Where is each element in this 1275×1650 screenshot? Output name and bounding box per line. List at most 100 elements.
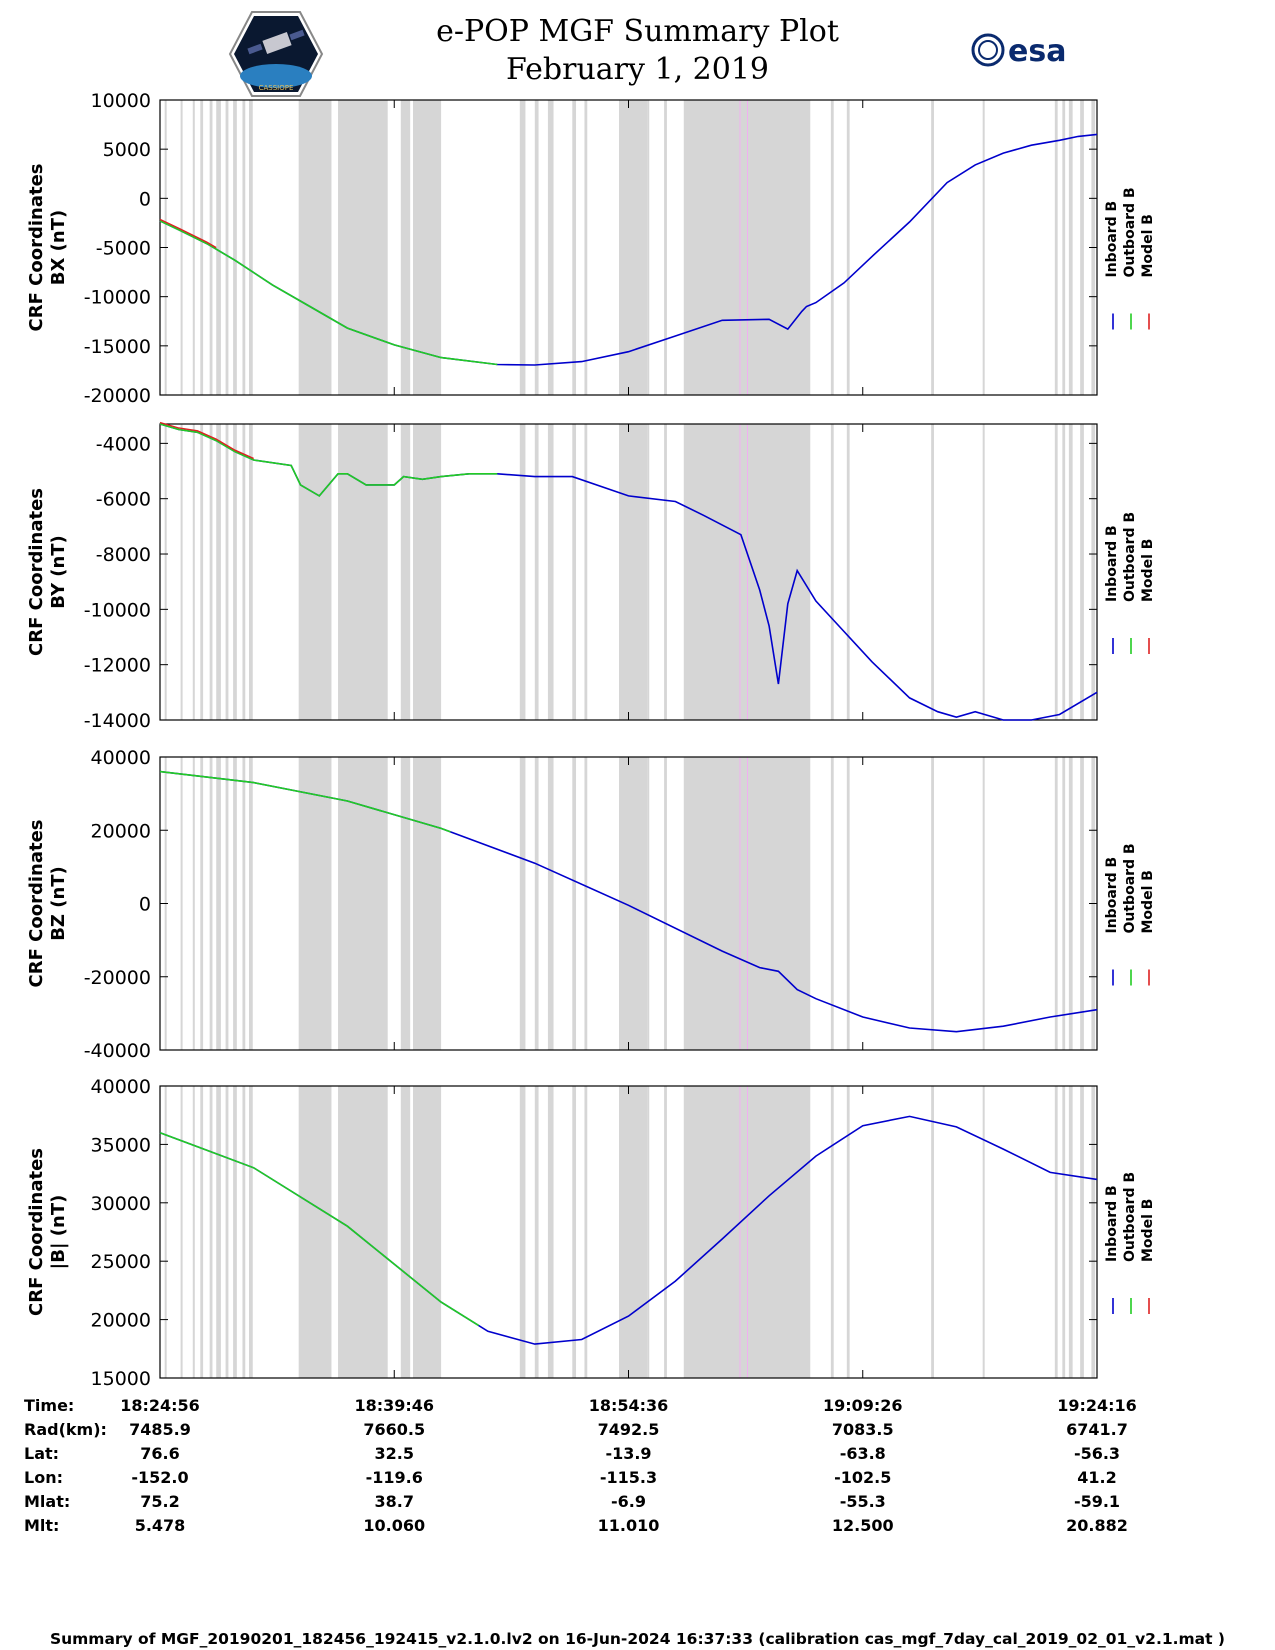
data-gap-band: [740, 757, 811, 1050]
legend-model-label: Model B: [1140, 1199, 1156, 1262]
footer-caption: Summary of MGF_20190201_182456_192415_v2…: [49, 1630, 1226, 1648]
data-gap-band: [547, 100, 554, 395]
data-gap-band: [233, 757, 237, 1050]
y-tick-label: -10000: [84, 287, 151, 309]
data-gap-band: [519, 424, 526, 720]
data-gap-band: [683, 424, 741, 720]
data-gap-band: [664, 424, 667, 720]
data-gap-band: [664, 757, 667, 1050]
data-gap-band: [740, 100, 811, 395]
data-gap-band: [1091, 1086, 1096, 1378]
data-gap-band: [519, 1086, 526, 1378]
data-gap-band: [846, 1086, 850, 1378]
data-gap-band: [846, 100, 850, 395]
panel-3: 40000 20000 0 -20000 -40000 CRF CoordinatesBZ…: [26, 747, 1156, 1062]
data-gap-band: [547, 424, 554, 720]
data-gap-band: [180, 424, 183, 720]
y-tick-label: -8000: [96, 544, 151, 566]
data-gap-band: [1062, 1086, 1066, 1378]
legend-inboard-label: Inboard B: [1104, 1185, 1120, 1262]
data-gap-band: [192, 100, 195, 395]
data-gap-band: [249, 100, 253, 395]
series-model-b: [159, 421, 254, 460]
data-gap-band: [534, 757, 539, 1050]
data-gap-band: [225, 100, 229, 395]
info-cell: 38.7: [374, 1492, 414, 1511]
y-tick-label: -10000: [84, 599, 151, 621]
info-cell: 75.2: [140, 1492, 180, 1511]
data-gap-band: [683, 757, 741, 1050]
y-tick-label: 5000: [103, 139, 151, 161]
data-gap-band: [225, 1086, 229, 1378]
data-gap-band: [180, 100, 183, 395]
data-gap-band: [216, 100, 221, 395]
data-gap-band: [200, 1086, 204, 1378]
summary-charts: 10000 5000 0 -5000 -10000 -15000 -20000 CRF Coo…: [26, 90, 1156, 1390]
data-gap-band: [412, 100, 442, 395]
info-cell: 5.478: [134, 1516, 186, 1535]
data-gap-band: [298, 424, 332, 720]
data-gap-band: [225, 757, 229, 1050]
data-gap-band: [1080, 100, 1084, 395]
data-gap-band: [931, 757, 934, 1050]
data-gap-band: [572, 1086, 577, 1378]
y-tick-label: 10000: [91, 90, 151, 112]
data-gap-band: [982, 424, 985, 720]
y-tick-label: 25000: [91, 1251, 151, 1273]
data-gap-band: [740, 424, 811, 720]
y-tick-label: -15000: [84, 336, 151, 358]
data-gap-band: [233, 100, 237, 395]
legend-inboard-label: Inboard B: [1104, 525, 1120, 602]
info-cell: 19:09:26: [822, 1396, 903, 1415]
y-tick-label: -20000: [84, 385, 151, 407]
data-gap-band: [647, 757, 650, 1050]
series-outboard-b: [159, 220, 498, 366]
data-gap-band: [628, 757, 635, 1050]
logo-left-text: CASSIOPE: [259, 84, 294, 92]
data-gap-band: [209, 424, 213, 720]
data-gap-band: [931, 100, 934, 395]
y-tick-label: 40000: [91, 1076, 151, 1098]
info-row-label: Mlat:: [24, 1492, 71, 1511]
info-cell: 18:24:56: [120, 1396, 200, 1415]
y-tick-label: 20000: [91, 820, 151, 842]
data-gap-band: [628, 424, 635, 720]
data-gap-band: [931, 424, 934, 720]
info-cell: 18:39:46: [354, 1396, 435, 1415]
data-gap-band: [249, 757, 253, 1050]
y-tick-label: 20000: [91, 1310, 151, 1332]
data-gap-band: [1068, 757, 1073, 1050]
data-gap-band: [338, 1086, 388, 1378]
data-gap-band: [619, 424, 629, 720]
data-gap-band: [633, 1086, 648, 1378]
series-outboard-b: [159, 1131, 480, 1327]
y-tick-label: 15000: [91, 1368, 151, 1390]
y-tick-label: -40000: [84, 1040, 151, 1062]
y-tick-label: -20000: [84, 967, 151, 989]
data-gap-band: [1080, 1086, 1084, 1378]
info-cell: -56.3: [1073, 1444, 1121, 1463]
panel-2: -4000 -6000 -8000 -10000 -12000 -14000 CRF Coo…: [26, 421, 1156, 732]
data-gap-band: [1054, 100, 1058, 395]
y-tick-label: -12000: [84, 655, 151, 677]
legend-outboard-label: Outboard B: [1122, 187, 1138, 277]
info-cell: 18:54:36: [588, 1396, 669, 1415]
info-cell: -59.1: [1073, 1492, 1121, 1511]
y-tick-label: -14000: [84, 710, 151, 732]
data-gap-band: [830, 1086, 834, 1378]
data-gap-band: [647, 1086, 650, 1378]
info-cell: 32.5: [374, 1444, 414, 1463]
legend-model-label: Model B: [1140, 214, 1156, 277]
data-gap-band: [225, 424, 229, 720]
info-cell: -119.6: [365, 1468, 423, 1487]
panel-4: 40000 35000 30000 25000 20000 15000 CRF Coordi…: [26, 1076, 1156, 1390]
data-gap-band: [740, 1086, 811, 1378]
data-gap-band: [982, 1086, 985, 1378]
data-gap-band: [242, 100, 246, 395]
data-gap-band: [584, 1086, 588, 1378]
data-gap-band: [534, 1086, 539, 1378]
data-gap-band: [233, 1086, 237, 1378]
y-axis-label-line2: BZ (nT): [48, 866, 69, 941]
data-gap-band: [338, 100, 388, 395]
info-cell: 41.2: [1077, 1468, 1117, 1487]
